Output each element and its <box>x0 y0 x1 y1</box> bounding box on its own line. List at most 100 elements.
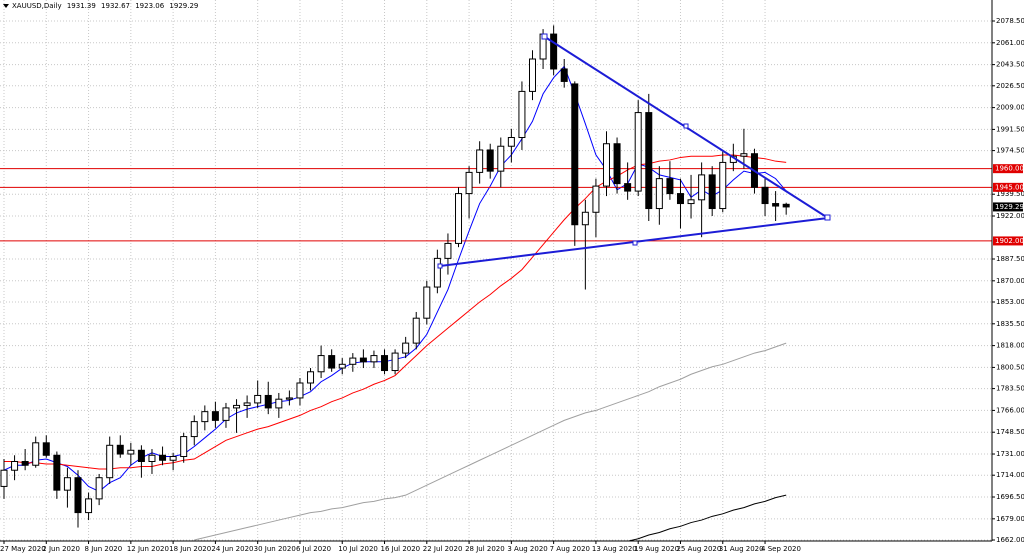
candle-body <box>106 444 114 479</box>
x-tick-label: 12 Jun 2020 <box>127 545 169 553</box>
candle-body <box>148 454 156 462</box>
y-tick-label: 1714.00 <box>996 471 1024 479</box>
y-tick-label: 1662.00 <box>996 536 1024 544</box>
symbol: XAUUSD,Daily <box>12 2 62 10</box>
trendline-anchor <box>632 240 638 246</box>
y-tick-label: 1696.50 <box>996 493 1024 501</box>
candle-body <box>63 477 71 491</box>
y-tick-label: 1922.00 <box>996 212 1024 220</box>
candle-body <box>233 404 241 409</box>
x-tick-label: 10 Jul 2020 <box>338 545 378 553</box>
candle-body <box>571 83 579 226</box>
x-tick-label: 28 Jul 2020 <box>465 545 505 553</box>
last-price-tag <box>993 202 1023 212</box>
moving-average <box>194 342 787 541</box>
candle-body <box>476 149 484 173</box>
y-tick-label: 2009.00 <box>996 104 1024 112</box>
candle-body <box>359 357 367 363</box>
candle-body <box>634 112 642 192</box>
y-tick-label: 1748.50 <box>996 428 1024 436</box>
header-close: 1929.29 <box>169 2 198 10</box>
y-tick-label: 2043.50 <box>996 61 1024 69</box>
candle-body <box>116 444 124 455</box>
moving-average <box>627 494 787 541</box>
x-tick-label: 19 Aug 2020 <box>634 545 679 553</box>
candle-body <box>507 137 515 147</box>
price-level-label: 1945.00 <box>995 183 1024 191</box>
x-tick-label: 6 Jul 2020 <box>296 545 331 553</box>
candle-body <box>296 382 304 399</box>
candle-body <box>581 211 589 226</box>
x-tick-label: 30 Jun 2020 <box>254 545 296 553</box>
candle-body <box>32 442 40 466</box>
y-tick-label: 1835.50 <box>996 320 1024 328</box>
candle-body <box>349 357 357 365</box>
trendline-anchor <box>683 123 689 129</box>
y-tick-label: 1887.50 <box>996 255 1024 263</box>
candle-body <box>444 242 452 259</box>
candle-body <box>169 456 177 461</box>
header-low: 1923.06 <box>135 2 164 10</box>
candle-body <box>676 193 684 205</box>
y-tick-label: 1870.00 <box>996 277 1024 285</box>
y-tick-label: 2026.50 <box>996 82 1024 90</box>
y-tick-label: 1853.00 <box>996 298 1024 306</box>
x-tick-label: 25 Aug 2020 <box>676 545 721 553</box>
trendline-anchor <box>824 214 831 221</box>
candle-body <box>666 178 674 195</box>
y-tick-label: 1679.00 <box>996 515 1024 523</box>
candle-body <box>11 460 19 471</box>
y-tick-label: 1974.50 <box>996 147 1024 155</box>
price-level-label: 1902.00 <box>995 237 1024 245</box>
candle-body <box>455 193 463 244</box>
axes: 2078.50 2061.00 2043.50 2026.50 2009.00 1991.… <box>0 17 1024 553</box>
candle-body <box>719 161 727 210</box>
candle-body <box>264 394 272 409</box>
candle-body <box>190 421 198 438</box>
y-tick-label: 2061.00 <box>996 39 1024 47</box>
candle-body <box>211 411 219 421</box>
y-tick-label: 1800.50 <box>996 363 1024 371</box>
chart-title: XAUUSD,Daily 1931.39 1932.67 1923.06 192… <box>12 2 198 10</box>
candle-body <box>645 112 653 210</box>
x-tick-label: 16 Jul 2020 <box>381 545 421 553</box>
y-tick-label: 1766.00 <box>996 406 1024 414</box>
candle-body <box>201 411 209 423</box>
candle-body <box>159 454 167 461</box>
candle-body <box>497 145 505 172</box>
candle-body <box>698 174 706 201</box>
x-tick-label: 7 Aug 2020 <box>550 545 590 553</box>
candle-body <box>433 257 441 288</box>
header-high: 1932.67 <box>101 2 130 10</box>
symbol-icon <box>3 4 9 8</box>
candle-body <box>613 143 621 185</box>
candle-body <box>518 90 526 139</box>
candle-body <box>74 477 82 514</box>
candle-body <box>529 58 536 92</box>
y-tick-label: 1939.50 <box>996 190 1024 198</box>
x-tick-label: 8 Jun 2020 <box>85 545 123 553</box>
x-tick-label: 22 Jul 2020 <box>423 545 463 553</box>
trendline-anchor <box>541 33 548 40</box>
trendline-anchor <box>437 263 443 269</box>
price-level-tag <box>993 182 1023 192</box>
y-tick-label: 1731.00 <box>996 450 1024 458</box>
candle-body <box>127 449 135 455</box>
candle-body <box>95 477 103 500</box>
x-tick-label: 27 May 2020 <box>0 545 46 553</box>
last-price-label: 1929.29 <box>995 203 1024 211</box>
candle-body <box>655 178 663 210</box>
candle-body <box>560 68 568 82</box>
y-tick-label: 1818.00 <box>996 342 1024 350</box>
candle-body <box>317 355 325 373</box>
candle-body <box>550 33 558 70</box>
candle-body <box>391 352 399 372</box>
candle-body <box>180 436 188 458</box>
candle-body <box>708 174 716 210</box>
trendlines <box>437 33 831 269</box>
candle-body <box>465 171 473 195</box>
levels <box>0 168 992 242</box>
candle-body <box>423 286 431 319</box>
price-level-label: 1960.00 <box>995 165 1024 173</box>
